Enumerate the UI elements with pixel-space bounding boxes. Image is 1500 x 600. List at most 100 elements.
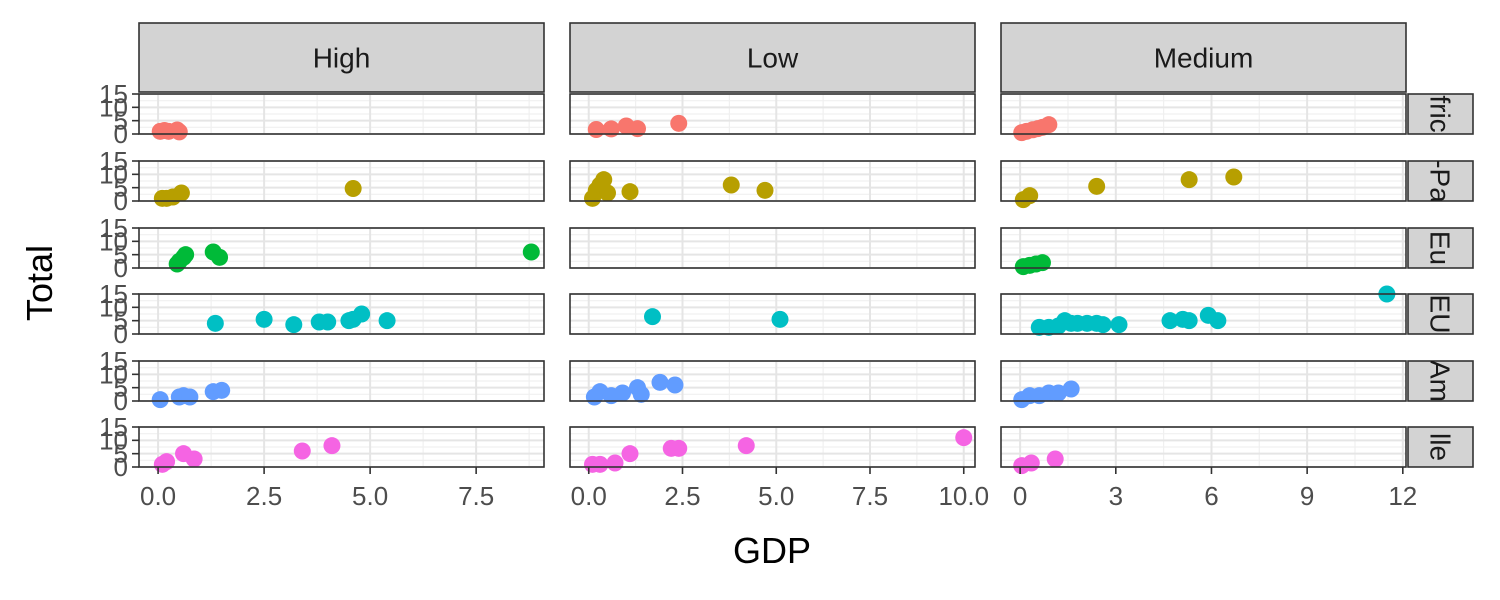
panel-border [138, 160, 545, 202]
row-strip-text-group: -Pa [1425, 161, 1456, 201]
panel-border [138, 227, 545, 269]
column-strip-label: High [313, 43, 371, 74]
data-point [1094, 316, 1112, 334]
data-point [771, 310, 789, 328]
data-point [158, 453, 176, 471]
column-strip [569, 22, 976, 93]
column-strip [138, 22, 545, 93]
data-point [1180, 171, 1198, 189]
data-point [151, 391, 169, 409]
x-tick-label: 0.0 [571, 481, 607, 511]
y-tick-label: 10 [99, 425, 128, 455]
y-tick-label: 15 [99, 412, 128, 442]
row-strip [1407, 160, 1474, 202]
data-point [1062, 380, 1080, 398]
data-point [1040, 116, 1058, 134]
x-tick-label: 6 [1204, 481, 1218, 511]
data-point [1161, 312, 1179, 330]
x-tick-label: 3 [1109, 481, 1123, 511]
row-strip-label: fric [1425, 95, 1456, 132]
row-strip-label: EU [1425, 295, 1456, 334]
row-strip-text-group: EU [1425, 295, 1456, 334]
data-point [353, 305, 371, 323]
data-point [177, 246, 195, 264]
y-tick-label: 15 [99, 79, 128, 109]
column-strip-label: Medium [1154, 43, 1254, 74]
data-point [621, 445, 639, 463]
column-strips: High Low Medium [138, 22, 1407, 93]
panel-border [138, 426, 545, 468]
row-strip-text-group: Eu [1425, 231, 1456, 265]
y-tick-label: 0 [114, 119, 128, 149]
x-tick-label: 2.5 [664, 481, 700, 511]
x-tick-label: 7.5 [458, 481, 494, 511]
data-point [599, 184, 616, 202]
x-tick-label: 10.0 [938, 481, 989, 511]
data-point [1022, 454, 1040, 472]
y-tick-label: 10 [99, 92, 128, 122]
panel-border [569, 227, 976, 269]
y-tick-label: 10 [99, 359, 128, 389]
panel-border [1000, 93, 1407, 135]
data-point [185, 450, 203, 468]
data-point [293, 442, 311, 460]
data-point [255, 310, 273, 328]
data-point [595, 171, 613, 189]
y-tick-label: 10 [99, 159, 128, 189]
row-strip-label: Am [1425, 360, 1456, 402]
y-tick-label: 15 [99, 213, 128, 243]
row-strip [1407, 293, 1474, 335]
row-strip-text-group: fric [1425, 95, 1456, 132]
data-point [632, 385, 650, 403]
x-tick-label: 9 [1300, 481, 1314, 511]
y-tick-label: 5 [114, 106, 128, 136]
row-strips: fric -Pa Eu EU Am lle [1407, 93, 1474, 468]
y-tick-label: 10 [99, 226, 128, 256]
panel-border [569, 360, 976, 402]
panel-border [138, 93, 545, 135]
points-layer [151, 114, 1396, 475]
y-tick-label: 15 [99, 346, 128, 376]
panel-border [569, 93, 976, 135]
x-axis-title: GDP [733, 530, 811, 571]
data-point [213, 381, 231, 399]
panel-border [1000, 227, 1407, 269]
data-point [522, 243, 540, 261]
x-tick-label: 5.0 [352, 481, 388, 511]
data-point [614, 384, 631, 402]
data-point [666, 376, 684, 394]
panel-border [1000, 160, 1407, 202]
y-tick-label: 5 [114, 306, 128, 336]
data-point [606, 454, 624, 472]
y-tick-label: 5 [114, 373, 128, 403]
y-tick-label: 0 [114, 319, 128, 349]
data-point [651, 373, 669, 391]
data-point [1021, 187, 1039, 205]
x-tick-label: 12 [1388, 481, 1417, 511]
panel-border [138, 293, 545, 335]
y-tick-label: 0 [114, 186, 128, 216]
y-tick-label: 5 [114, 439, 128, 469]
y-tick-label: 5 [114, 240, 128, 270]
row-strip [1407, 93, 1474, 135]
column-strip-label: Low [747, 43, 799, 74]
data-point [1180, 312, 1198, 330]
data-point [211, 248, 229, 266]
data-point [172, 184, 190, 202]
data-point [621, 183, 639, 201]
data-point [1088, 177, 1106, 195]
data-point [344, 179, 362, 197]
x-tick-label: 5.0 [758, 481, 794, 511]
row-strip [1407, 227, 1474, 269]
y-tick-label: 10 [99, 292, 128, 322]
data-point [206, 314, 224, 332]
data-point [1049, 384, 1067, 402]
data-point [170, 123, 188, 141]
y-tick-label: 0 [114, 386, 128, 416]
data-point [1209, 312, 1227, 330]
data-point [670, 439, 688, 457]
row-strip [1407, 426, 1474, 468]
data-point [181, 388, 199, 406]
data-point [1046, 450, 1064, 468]
